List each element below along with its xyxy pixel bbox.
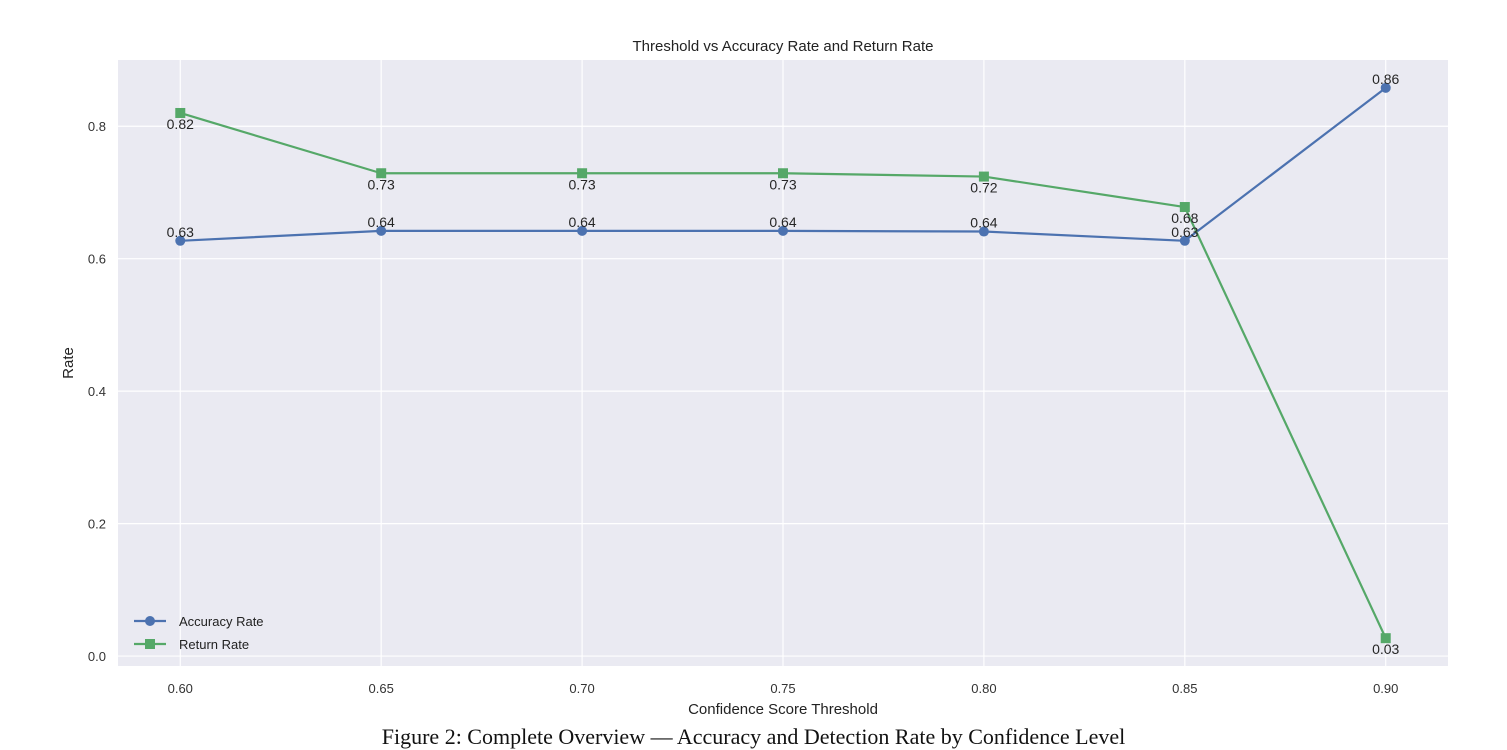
data-label: 0.63 [1171,224,1198,240]
x-tick-label: 0.60 [168,681,193,696]
x-tick-label: 0.65 [369,681,394,696]
data-label: 0.64 [769,214,796,230]
figure-caption: Figure 2: Complete Overview — Accuracy a… [381,724,1126,749]
x-tick-label: 0.70 [569,681,594,696]
x-tick-label: 0.85 [1172,681,1197,696]
data-point [577,225,588,236]
data-label: 0.63 [167,224,194,240]
data-label: 0.68 [1171,210,1198,226]
data-point [1179,235,1190,246]
data-label: 0.82 [167,116,194,132]
data-label: 0.72 [970,180,997,196]
data-point [978,226,989,237]
x-tick-label: 0.80 [971,681,996,696]
data-point [577,168,588,179]
tick-labels: 0.60 0.65 0.70 0.75 0.80 0.85 0.90 0.0 0.2 0.4 0.6… [88,119,1398,696]
y-axis-label: Rate [60,347,77,379]
data-label: 0.73 [368,176,395,192]
data-label: 0.73 [568,176,595,192]
legend: Accuracy Rate Return Rate [134,614,264,652]
x-axis-label: Confidence Score Threshold [688,701,878,718]
legend-label: Accuracy Rate [179,614,264,629]
data-point [1380,633,1391,644]
legend-label: Return Rate [179,637,249,652]
data-label: 0.86 [1372,71,1399,87]
data-point [978,171,989,182]
data-label: 0.03 [1372,641,1399,657]
data-labels: 0.63 0.64 0.64 0.64 0.64 0.63 0.86 0.82 0.73 0.73… [167,71,1400,657]
data-label: 0.64 [368,214,395,230]
x-tick-label: 0.90 [1373,681,1398,696]
data-label: 0.64 [970,215,997,231]
series [175,82,1391,644]
y-tick-label: 0.4 [88,384,106,399]
data-point [778,225,788,236]
y-tick-label: 0.8 [88,119,106,134]
legend-marker [145,616,155,626]
data-point [376,168,387,179]
data-label: 0.64 [568,214,595,230]
legend-marker [145,639,155,649]
data-point [376,225,387,236]
y-tick-label: 0.6 [88,252,106,267]
data-point [175,235,186,246]
data-label: 0.73 [769,176,796,192]
x-tick-label: 0.75 [770,681,795,696]
data-point [1380,82,1391,93]
data-point [175,107,186,118]
y-tick-label: 0.0 [88,649,106,664]
data-point [778,168,788,179]
y-tick-label: 0.2 [88,517,106,532]
chart-title: Threshold vs Accuracy Rate and Return Ra… [633,38,934,55]
grid [118,60,1448,666]
data-point [1179,202,1190,213]
